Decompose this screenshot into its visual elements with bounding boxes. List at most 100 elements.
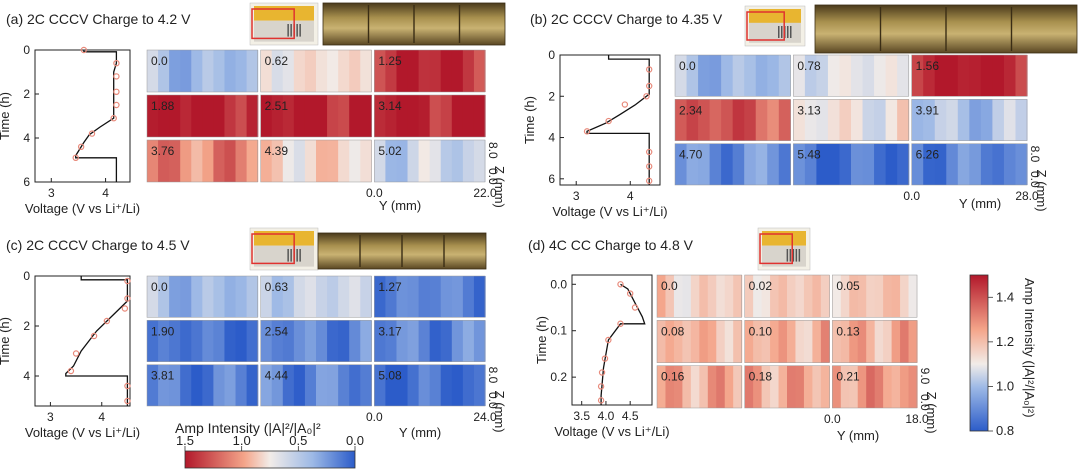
panel-title: (b) 2C CCCV Charge to 4.35 V	[530, 11, 723, 27]
heatmap-cell: 3.76	[146, 139, 259, 183]
heatmap-cell: 4.70	[674, 143, 791, 186]
heatmap-cell: 0.0	[674, 54, 791, 97]
heatmap-band	[202, 50, 214, 92]
y-axis-label: Y (mm)	[959, 196, 1001, 211]
heatmap-band	[969, 55, 982, 97]
heatmap-cell: 3.13	[793, 99, 910, 141]
heatmap-cell: 0.62	[260, 49, 372, 93]
heatmap-band	[709, 99, 722, 141]
heatmap-band	[374, 320, 386, 362]
heatmap-band	[816, 55, 829, 97]
curve-marker	[645, 163, 653, 170]
heatmap-band	[338, 50, 350, 92]
heatmap-band	[744, 99, 757, 141]
heatmap-time-label: 0.62	[265, 54, 289, 68]
heatmap-band	[969, 143, 982, 185]
heatmap-band	[396, 95, 409, 137]
panel-d: (d) 4C CC Charge to 4.8 V 0.0 0.1 0.2 3.5 4.0…	[528, 227, 939, 443]
heatmap-band	[698, 55, 711, 97]
heatmap-time-label: 5.48	[797, 148, 821, 162]
heatmap-band	[418, 95, 431, 137]
heatmap-band	[874, 143, 887, 185]
heatmap-band	[707, 275, 717, 318]
heatmap-band	[816, 143, 829, 185]
heatmap-band	[682, 320, 692, 363]
heatmap-band	[675, 55, 688, 97]
panel-title: (d) 4C CC Charge to 4.8 V	[528, 237, 694, 253]
heatmap-band	[709, 55, 722, 97]
heatmap-band	[271, 320, 284, 362]
heatmap-band	[744, 275, 754, 318]
heatmap-band	[429, 140, 442, 182]
heatmap-band	[690, 320, 700, 363]
z-range-start: 0.0	[486, 168, 500, 185]
heatmap-band	[260, 276, 273, 318]
heatmap-cell: 1.56	[911, 54, 1028, 97]
heatmap-band	[897, 143, 910, 185]
heatmap-band	[407, 364, 420, 406]
heatmap-band	[360, 320, 372, 362]
heatmap-band	[327, 320, 339, 362]
heatmap-band	[282, 320, 295, 362]
heatmap-band	[816, 99, 829, 141]
heatmap-cell: 4.44	[260, 364, 372, 407]
heatmap-cell: 2.51	[260, 94, 372, 138]
colorbar-vertical-tick: 1.4	[996, 289, 1014, 304]
heatmap-band	[665, 275, 675, 318]
z-axis-label: Z (mm)	[492, 391, 507, 433]
heatmap-band	[349, 95, 361, 137]
heatmap-band	[1003, 143, 1017, 185]
heatmap-band	[360, 276, 372, 318]
colorbar-vertical-tick: 1.2	[996, 334, 1014, 349]
heatmap-band	[778, 365, 788, 408]
heatmap-cell: 3.91	[911, 99, 1028, 141]
heatmap-band	[761, 365, 771, 408]
curve-marker	[88, 130, 96, 137]
battery-photo	[744, 5, 806, 47]
heatmap-band	[770, 275, 780, 318]
heatmap-band	[440, 276, 453, 318]
time-tick-label: 2	[548, 89, 555, 103]
z-range-end: 8.0	[1028, 146, 1042, 163]
heatmap-band	[282, 50, 295, 92]
heatmap-cell: 0.63	[260, 275, 372, 318]
heatmap-band	[191, 320, 203, 362]
heatmap-time-label: 0.05	[836, 279, 860, 293]
heatmap-band	[778, 99, 791, 141]
curve-marker	[121, 305, 129, 312]
heatmap-band	[235, 50, 248, 92]
heatmap-band	[866, 320, 876, 363]
heatmap-band	[957, 55, 970, 97]
heatmap-band	[462, 364, 475, 406]
heatmap-band	[224, 320, 237, 362]
heatmap-band	[271, 95, 284, 137]
battery-photo	[757, 227, 811, 271]
heatmap-band	[327, 50, 339, 92]
heatmap-grid: 0.0 0.02 0.05 0.08 0.10 0.13 0.16 0.18 0.21	[656, 274, 918, 409]
heatmap-band	[957, 99, 970, 141]
heatmap-band	[440, 320, 453, 362]
electrode-photo-strip	[322, 2, 506, 46]
heatmap-band	[820, 320, 830, 363]
heatmap-band	[224, 364, 237, 406]
heatmap-time-label: 0.0	[151, 280, 168, 294]
heatmap-band	[682, 365, 692, 408]
colorbar-horizontal: Amp Intensity (|A|²/|A₀|² 1.5 1.0 0.5 0.0	[175, 420, 364, 469]
heatmap-time-label: 4.39	[265, 144, 289, 158]
heatmap-time-label: 5.02	[378, 144, 402, 158]
heatmap-band	[721, 55, 734, 97]
heatmap-time-label: 4.70	[679, 148, 703, 162]
heatmap-band	[795, 275, 805, 318]
heatmap-band	[235, 320, 248, 362]
heatmap-band	[673, 275, 683, 318]
heatmap-band	[407, 320, 420, 362]
heatmap-band	[191, 50, 203, 92]
heatmap-band	[316, 320, 328, 362]
time-axis-label: Time (h)	[522, 96, 537, 144]
heatmap-time-label: 6.26	[916, 148, 940, 162]
heatmap-band	[934, 55, 947, 97]
heatmap-band	[360, 140, 372, 182]
heatmap-band	[891, 275, 901, 318]
heatmap-band	[946, 55, 959, 97]
heatmap-band	[180, 364, 192, 406]
